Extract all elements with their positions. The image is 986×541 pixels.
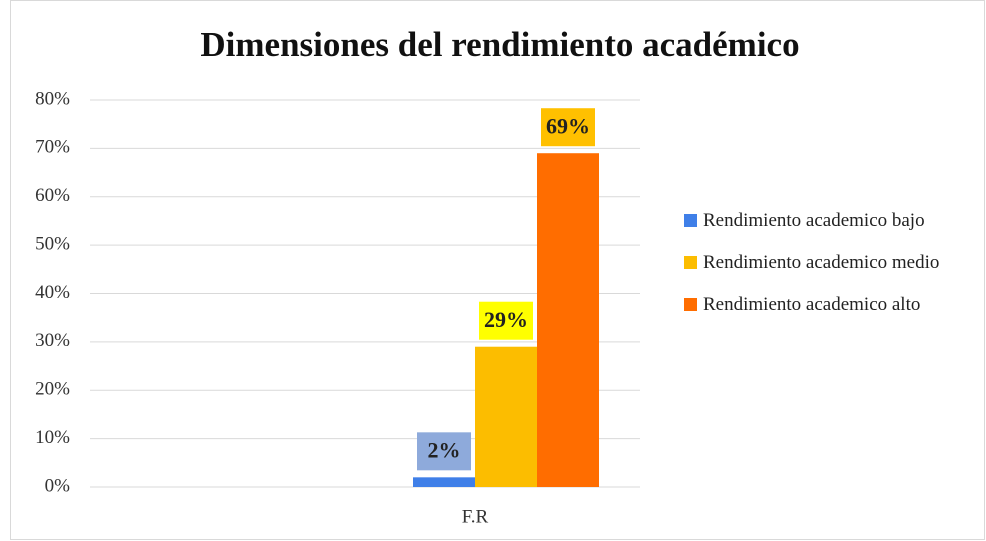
x-tick-label: F.R <box>462 506 489 527</box>
data-label: 2% <box>428 437 461 462</box>
chart-title: Dimensiones del rendimiento académico <box>200 25 799 64</box>
data-label: 69% <box>546 113 590 138</box>
data-label-background <box>417 432 471 471</box>
bar <box>413 477 475 487</box>
legend-item: Rendimiento academico bajo <box>684 205 974 237</box>
legend-swatch <box>684 256 697 269</box>
legend-label: Rendimiento academico bajo <box>703 210 925 231</box>
y-tick-label: 80% <box>35 88 70 109</box>
legend-swatch <box>684 298 697 311</box>
data-label-background <box>541 108 595 147</box>
y-tick-label: 40% <box>35 282 70 303</box>
y-tick-label: 60% <box>35 185 70 206</box>
y-tick-label: 10% <box>35 427 70 448</box>
data-label-background <box>479 301 533 340</box>
legend: Rendimiento academico bajo Rendimiento ac… <box>684 205 974 331</box>
legend-item: Rendimiento academico alto <box>684 289 974 321</box>
legend-label: Rendimiento academico alto <box>703 294 921 315</box>
y-tick-label: 20% <box>35 379 70 400</box>
y-tick-label: 50% <box>35 233 70 254</box>
legend-swatch <box>684 214 697 227</box>
legend-item: Rendimiento academico medio <box>684 247 974 279</box>
legend-label: Rendimiento academico medio <box>703 252 940 273</box>
bar <box>537 153 599 487</box>
y-tick-label: 70% <box>35 137 70 158</box>
data-label: 29% <box>484 307 528 332</box>
y-tick-label: 30% <box>35 330 70 351</box>
bar <box>475 346 537 487</box>
y-tick-label: 0% <box>45 475 71 496</box>
